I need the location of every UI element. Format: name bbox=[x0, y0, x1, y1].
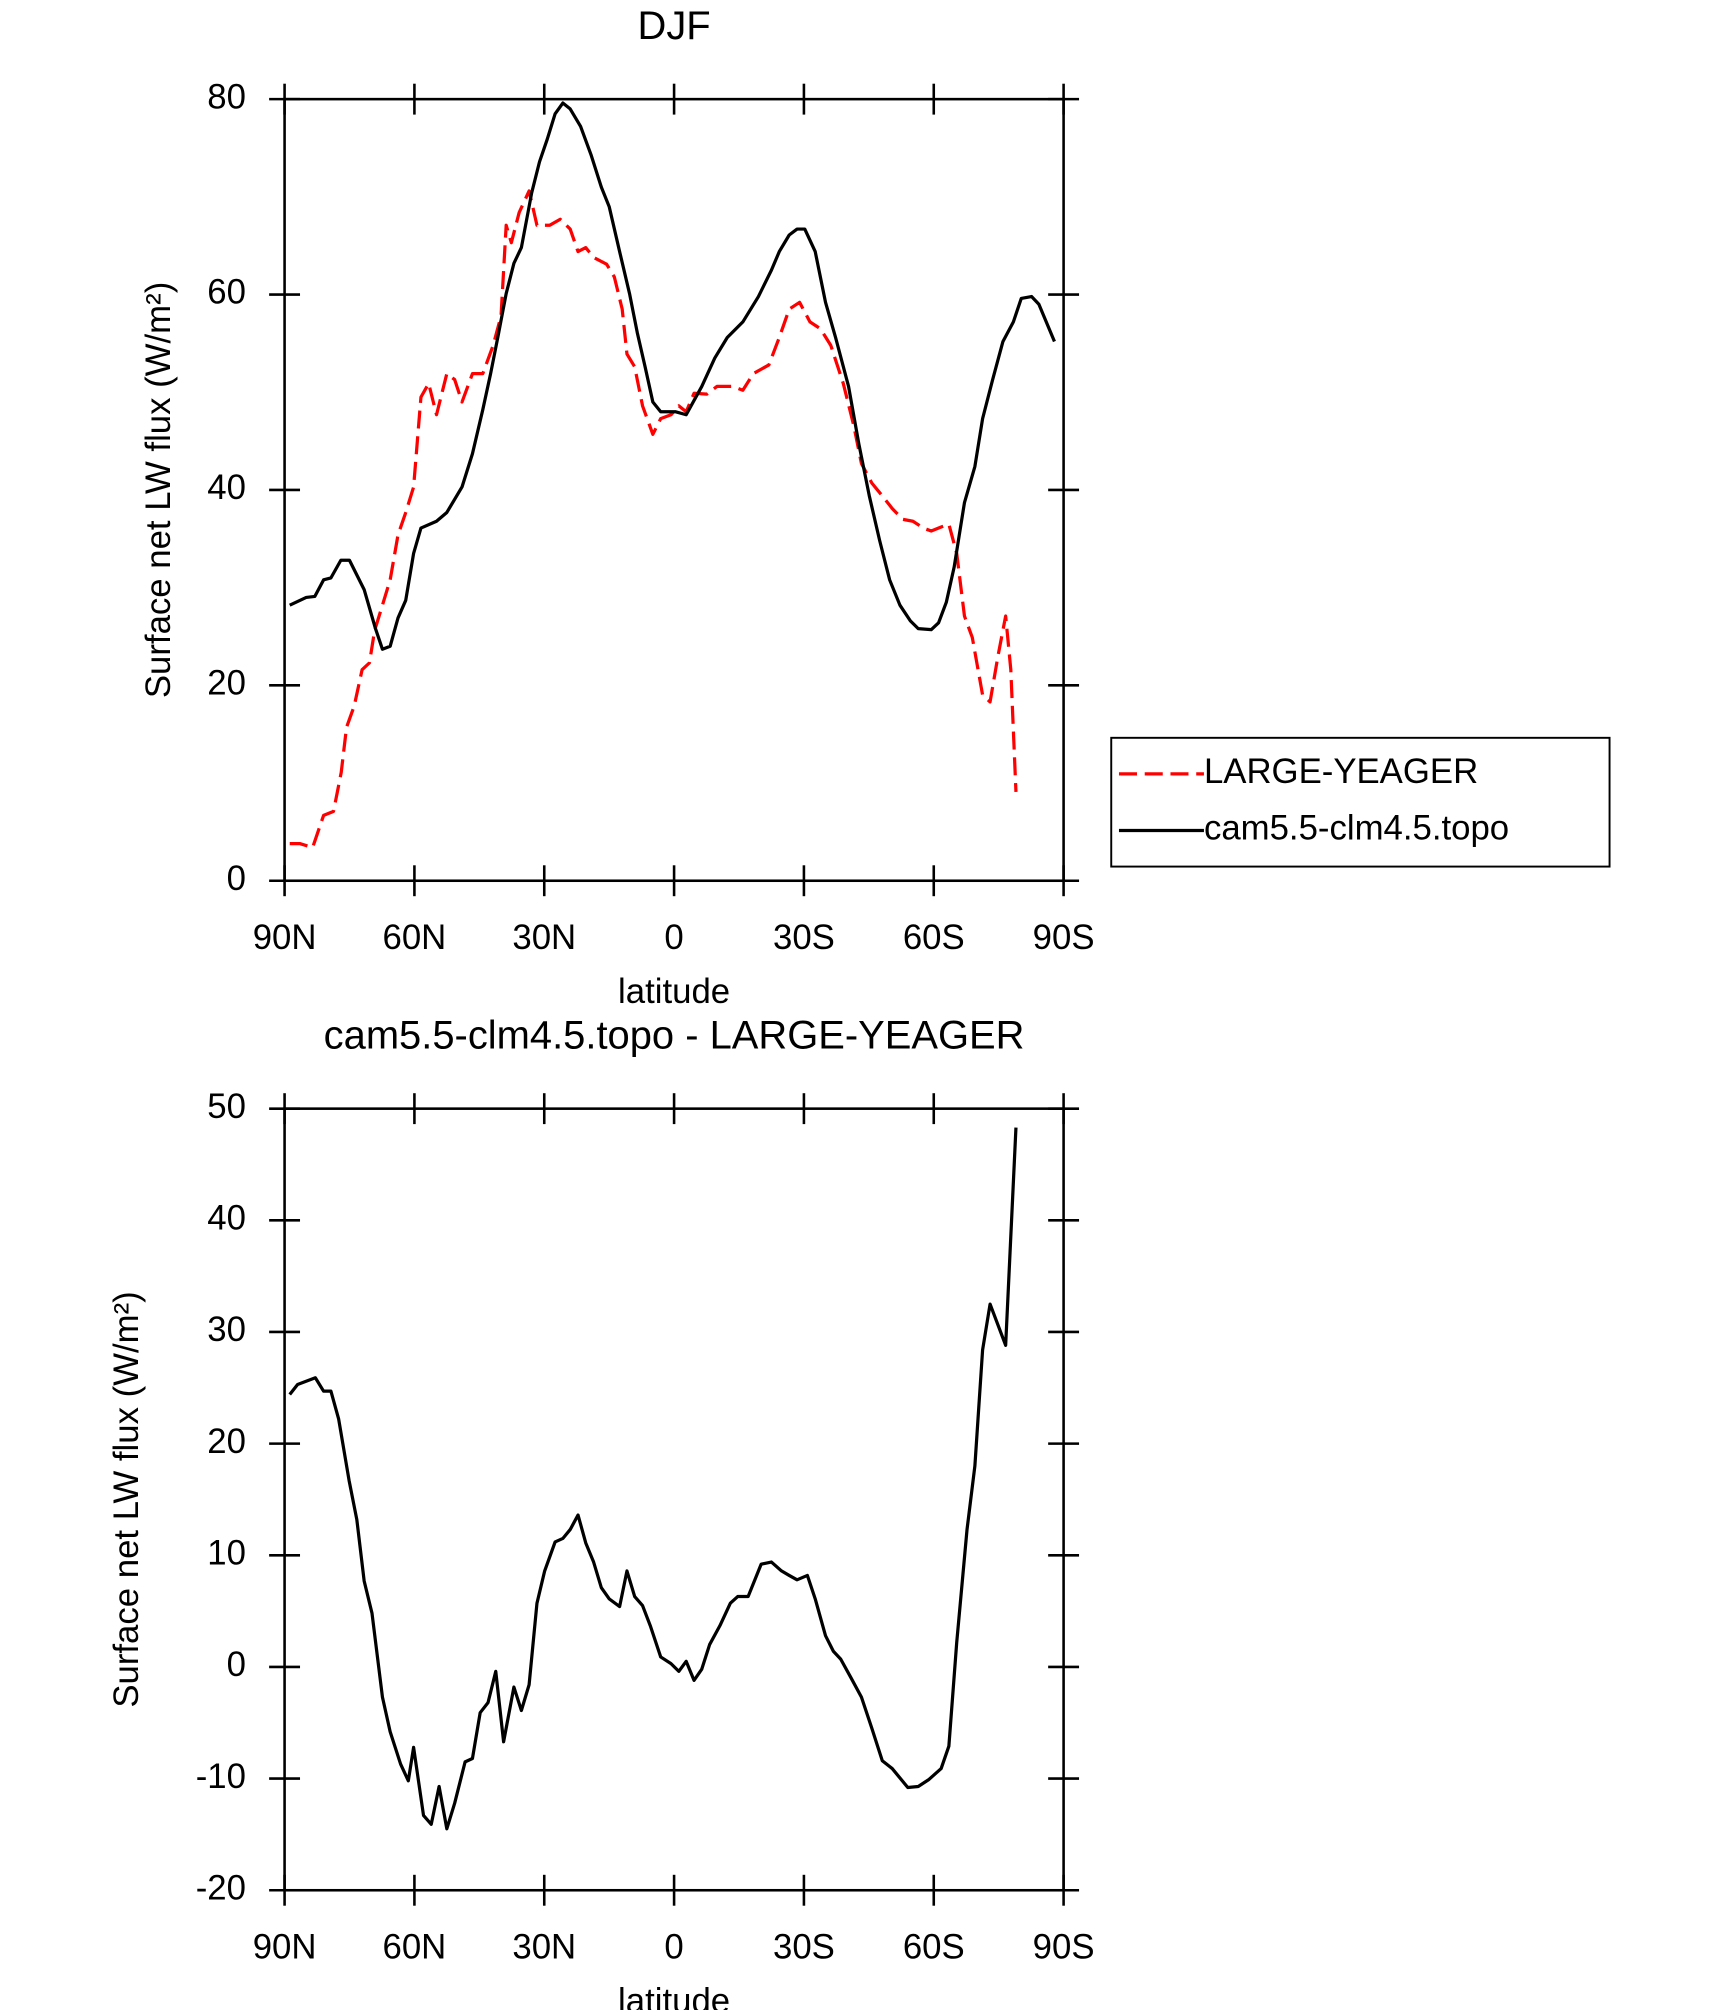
x-tick-label: 30S bbox=[773, 919, 835, 957]
x-tick-label: 90N bbox=[253, 1929, 317, 1967]
y-tick-label: 50 bbox=[207, 1088, 246, 1126]
y-tick-label: -20 bbox=[196, 1869, 246, 1907]
y-tick-label: 80 bbox=[207, 78, 246, 116]
legend-label: LARGE-YEAGER bbox=[1204, 753, 1478, 791]
y-tick-label: 40 bbox=[207, 469, 246, 507]
y-axis-label: Surface net LW flux (W/m²) bbox=[140, 282, 178, 698]
y-tick-label: 20 bbox=[207, 1423, 246, 1461]
x-tick-label: 90S bbox=[1033, 1929, 1095, 1967]
x-tick-label: 60S bbox=[903, 919, 965, 957]
y-tick-label: 30 bbox=[207, 1311, 246, 1349]
chart-title: cam5.5-clm4.5.topo - LARGE-YEAGER bbox=[324, 1013, 1025, 1057]
y-tick-label: 0 bbox=[227, 1646, 246, 1684]
x-tick-label: 0 bbox=[664, 1929, 683, 1967]
legend-box bbox=[1110, 736, 1611, 868]
x-tick-label: 60N bbox=[383, 1929, 447, 1967]
y-tick-label: 10 bbox=[207, 1534, 246, 1572]
series-line bbox=[288, 1127, 1018, 1831]
chart-panel: -20 -10 0 10 20 30 40 50 90N 60N 30N 0 30S 60S 90S lati… bbox=[108, 1013, 1095, 2010]
x-axis-label: latitude bbox=[618, 973, 730, 1011]
series-line bbox=[289, 101, 1056, 651]
x-tick-label: 0 bbox=[664, 919, 683, 957]
y-tick-label: 40 bbox=[207, 1199, 246, 1237]
plot-frame bbox=[283, 1107, 1065, 1892]
x-tick-label: 90N bbox=[253, 919, 317, 957]
y-axis-label: Surface net LW flux (W/m²) bbox=[108, 1291, 146, 1707]
y-tick-label: -10 bbox=[196, 1758, 246, 1796]
x-tick-label: 30N bbox=[512, 1929, 576, 1967]
x-tick-label: 60S bbox=[903, 1929, 965, 1967]
y-tick-label: 20 bbox=[207, 665, 246, 703]
y-tick-label: 60 bbox=[207, 274, 246, 312]
chart-panel: 0 20 40 60 80 90N 60N 30N 0 30S 60S 90S latitude Surf… bbox=[140, 4, 1611, 1011]
y-tick-label: 0 bbox=[227, 860, 246, 898]
series-line bbox=[289, 189, 1018, 850]
legend-label: cam5.5-clm4.5.topo bbox=[1204, 810, 1509, 848]
x-axis-label: latitude bbox=[618, 1983, 730, 2010]
x-tick-label: 60N bbox=[383, 919, 447, 957]
chart-title: DJF bbox=[638, 4, 711, 48]
plot-frame bbox=[283, 97, 1065, 883]
x-tick-label: 30N bbox=[512, 919, 576, 957]
x-tick-label: 90S bbox=[1033, 919, 1095, 957]
x-tick-label: 30S bbox=[773, 1929, 835, 1967]
